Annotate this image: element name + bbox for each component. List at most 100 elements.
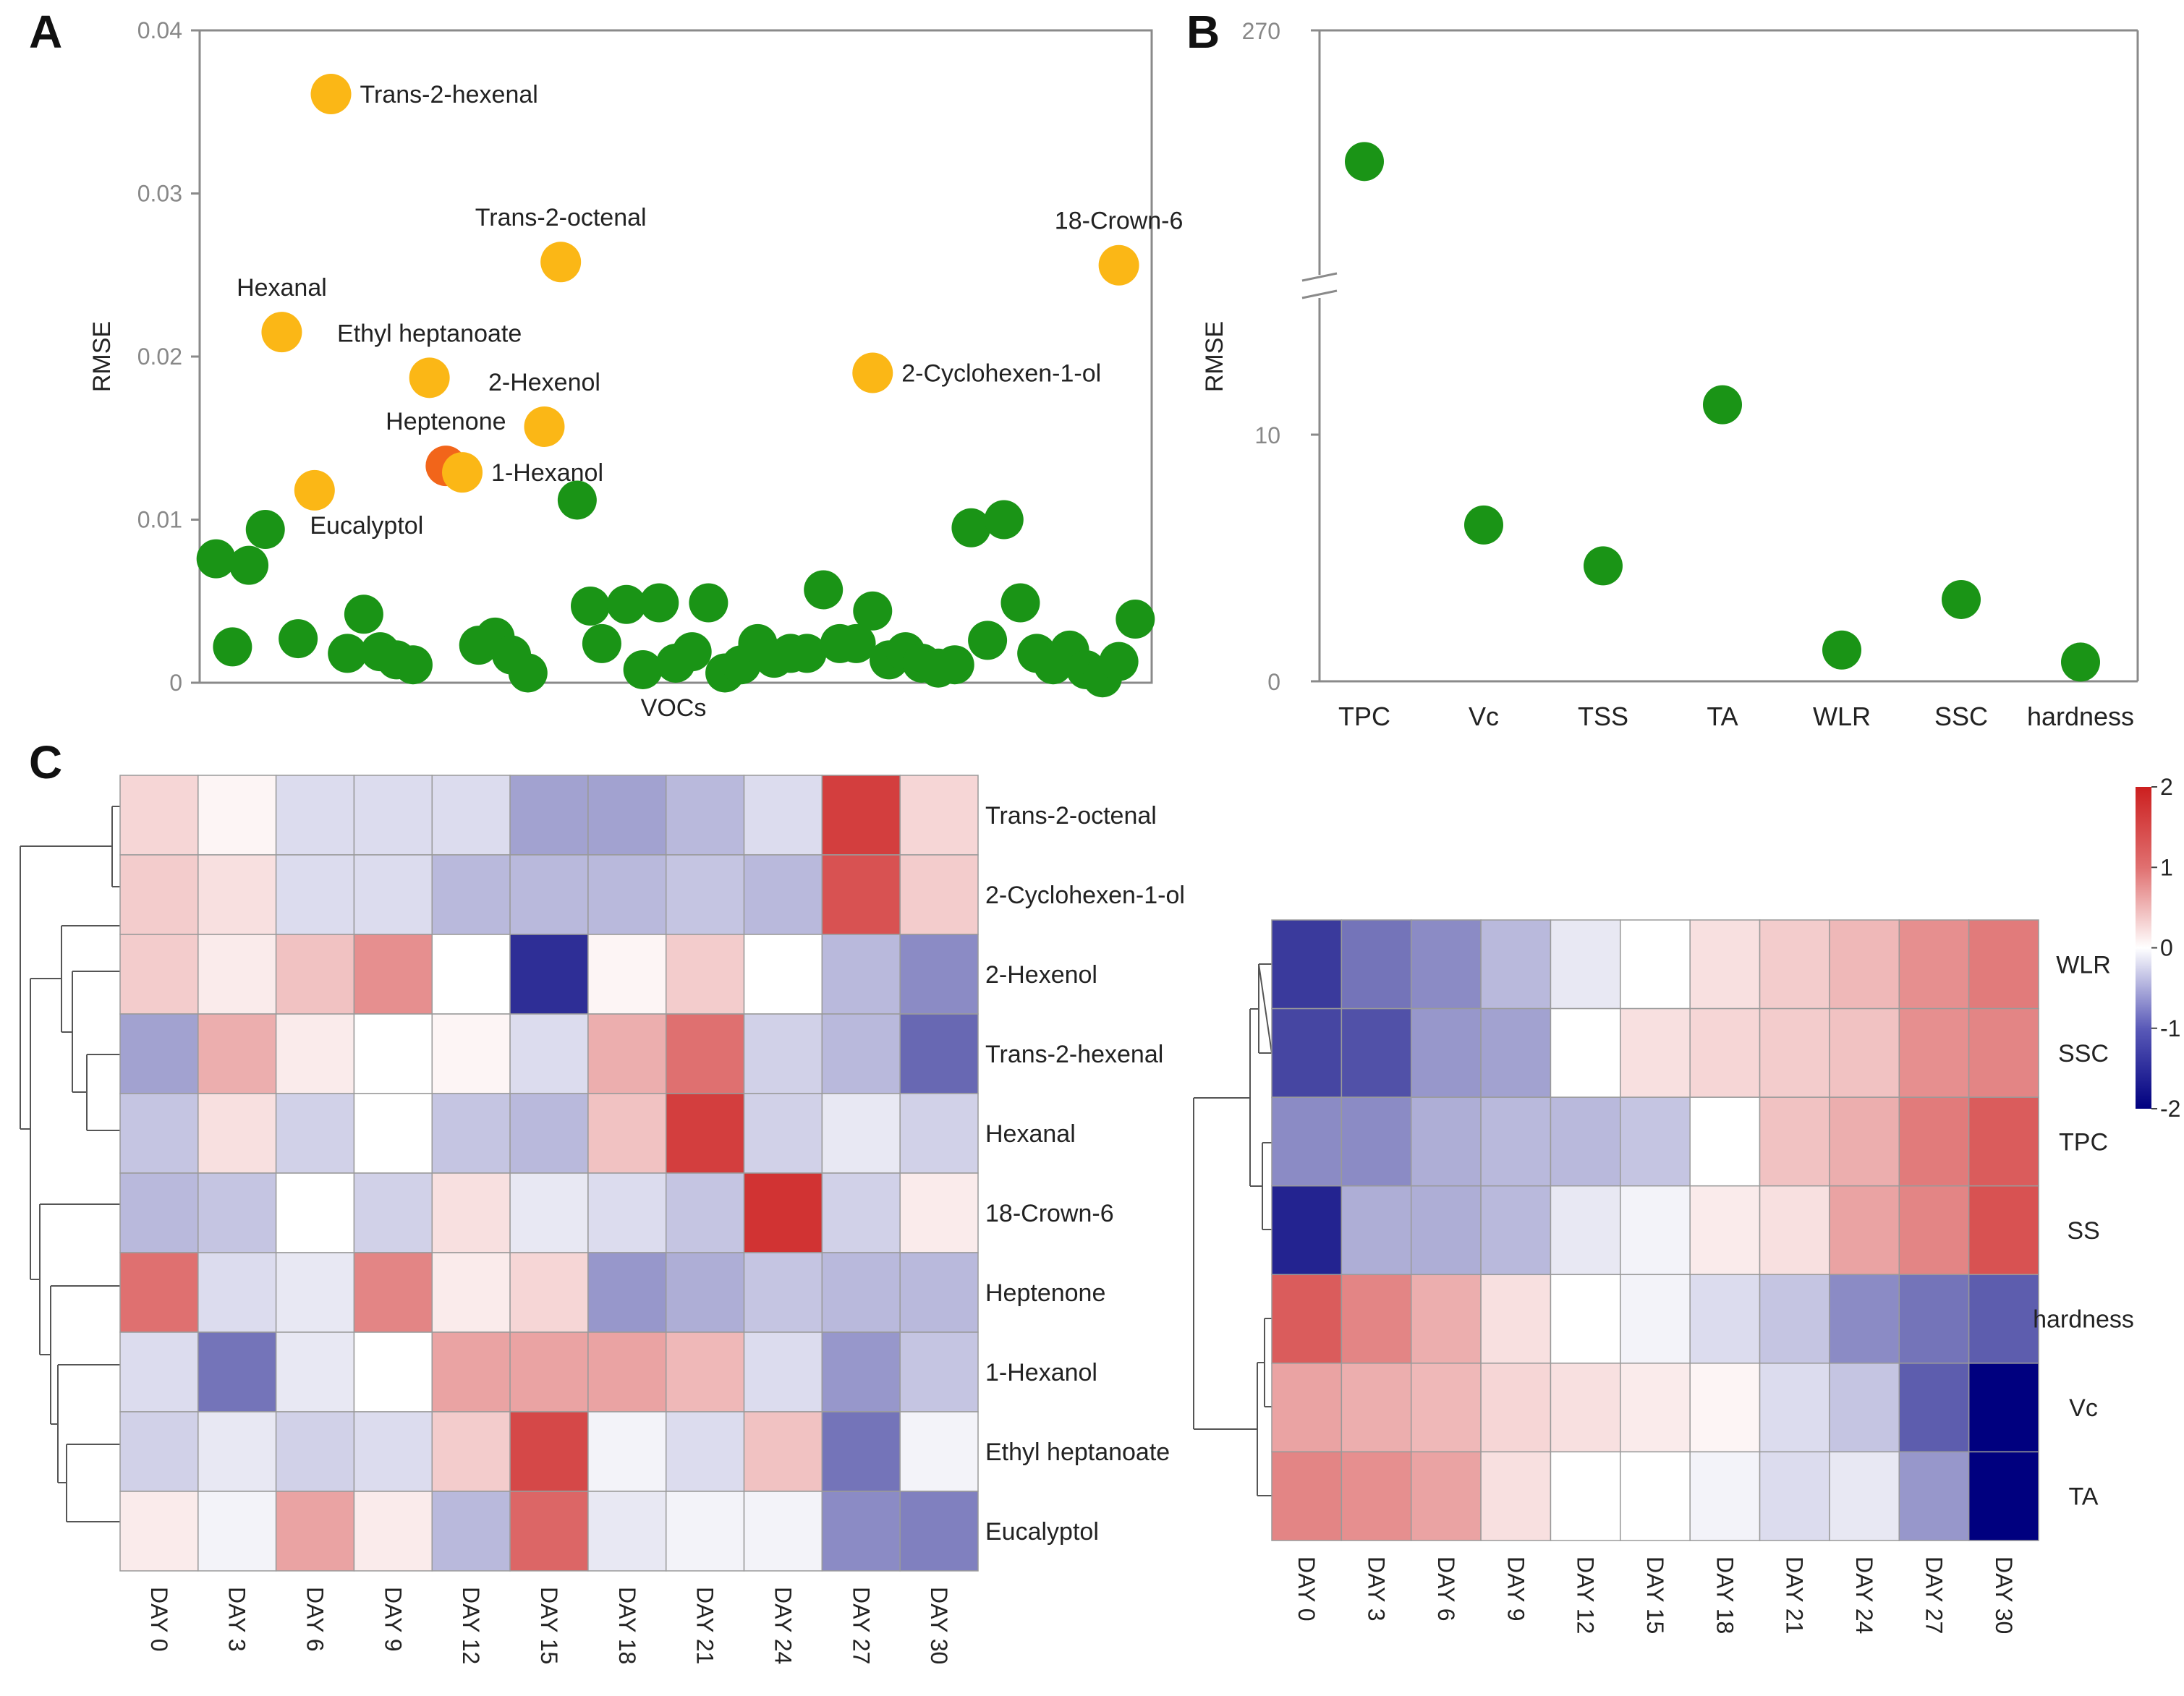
heatmap-row-label: TPC (2059, 1128, 2108, 1156)
heatmap-cell (431, 934, 511, 1015)
heatmap-cell (197, 1411, 277, 1492)
heatmap-cell (1550, 1007, 1621, 1098)
heatmap-cell (1410, 1451, 1482, 1541)
voc-point (951, 508, 991, 547)
heatmap-cell (1480, 1185, 1552, 1276)
heatmap-cell (1550, 1451, 1621, 1541)
panel-b-break-mark-1 (1301, 272, 1338, 282)
heatmap-cell (899, 775, 979, 856)
heatmap-cell (353, 1331, 433, 1412)
heatmap-row-label: 18-Crown-6 (985, 1200, 1114, 1227)
heatmap-cell (119, 934, 199, 1015)
colorbar-tick-label: 1 (2160, 854, 2173, 880)
heatmap-cell (119, 1172, 199, 1253)
left-heatmap-col-labels: DAY 0 DAY 3 DAY 6 DAY 9 DAY 12 DAY 15 DAY 18 DA… (146, 1587, 952, 1664)
heatmap-cell (197, 1331, 277, 1412)
heatmap-cell (275, 854, 355, 935)
panel-a-points (196, 73, 1155, 698)
voc-highlight-point (540, 242, 582, 283)
heatmap-cell (1410, 1363, 1482, 1453)
heatmap-cell (743, 775, 823, 856)
colorbar-tick-label: 0 (2160, 935, 2173, 961)
heatmap-cell (509, 775, 589, 856)
heatmap-cell (1550, 919, 1621, 1010)
left-heatmap-row-labels: Trans-2-octenal 2-Cyclohexen-1-ol 2-Hexeno… (985, 802, 1185, 1546)
heatmap-cell (899, 1491, 979, 1572)
heatmap-cell (353, 775, 433, 856)
heatmap-col-label: DAY 24 (1851, 1556, 1877, 1634)
heatmap-row-label: TA (2069, 1483, 2099, 1511)
heatmap-col-label: DAY 18 (1712, 1556, 1738, 1634)
panel-b-categories: TPC Vc TSS TA WLR SSC hardness (1338, 702, 2134, 731)
heatmap-cell (1271, 1185, 1343, 1276)
heatmap-cell (743, 1093, 823, 1174)
heatmap-cell (821, 1013, 901, 1094)
heatmap-cell (665, 854, 745, 935)
heatmap-cell (587, 1331, 667, 1412)
panel-b-scatter: RMSE 270 10 0 TPC Vc TSS TA WLR SSC hardness (1201, 18, 2139, 731)
heatmap-cell (1829, 1007, 1900, 1098)
voc-point (508, 653, 548, 693)
heatmap-col-label: DAY 12 (458, 1587, 484, 1664)
heatmap-cell (1410, 1007, 1482, 1098)
colorbar-ticks: 2 1 0 -1 -2 (2151, 774, 2180, 1122)
heatmap-row-label: Heptenone (985, 1279, 1105, 1307)
heatmap-cell (119, 1331, 199, 1412)
heatmap-cell (353, 1093, 433, 1174)
heatmap-cell (119, 1013, 199, 1094)
heatmap-cell (1620, 1096, 1691, 1187)
heatmap-cell (353, 1172, 433, 1253)
right-row-dendrogram (1193, 963, 1272, 1496)
heatmap-col-label: DAY 21 (1782, 1556, 1808, 1634)
heatmap-cell (743, 854, 823, 935)
quality-category-label: SSC (1934, 702, 1988, 731)
heatmap-cell (1480, 1363, 1552, 1453)
heatmap-cell (1759, 1274, 1830, 1364)
right-heatmap (1271, 919, 2039, 1541)
heatmap-cell (1968, 1451, 2039, 1541)
voc-point (393, 645, 433, 685)
colorbar-tick-label: 2 (2160, 774, 2173, 800)
heatmap-cell (431, 1093, 511, 1174)
voc-point-label: Eucalyptol (310, 512, 423, 540)
voc-point (606, 584, 646, 624)
quality-point (1584, 546, 1623, 586)
voc-highlight-point (310, 73, 352, 114)
quality-point (1942, 579, 1981, 619)
heatmap-cell (1689, 1451, 1761, 1541)
heatmap-row-label: 2-Hexenol (985, 961, 1097, 989)
heatmap-cell (1829, 1363, 1900, 1453)
quality-category-label: TA (1707, 702, 1738, 731)
heatmap-cell (1340, 919, 1412, 1010)
heatmap-cell (1620, 1007, 1691, 1098)
heatmap-cell (353, 1411, 433, 1492)
quality-point (1464, 505, 1503, 545)
panel-a-frame (198, 29, 1153, 684)
heatmap-cell (197, 1172, 277, 1253)
quality-category-label: WLR (1813, 702, 1871, 731)
voc-point (836, 623, 876, 663)
voc-highlight-point (261, 312, 302, 353)
heatmap-cell (821, 1252, 901, 1333)
heatmap-col-label: DAY 0 (1293, 1556, 1320, 1622)
heatmap-row-label: SS (2067, 1217, 2099, 1245)
heatmap-cell (431, 1013, 511, 1094)
voc-point (689, 583, 728, 623)
heatmap-col-label: DAY 0 (146, 1587, 172, 1652)
panel-b-points (1345, 142, 2100, 682)
quality-category-label: Vc (1469, 702, 1499, 731)
heatmap-cell (665, 1491, 745, 1572)
voc-point (1116, 600, 1155, 639)
heatmap-cell (119, 1491, 199, 1572)
heatmap-cell (743, 934, 823, 1015)
heatmap-cell (1340, 1185, 1412, 1276)
colorbar-tick-label: -2 (2160, 1096, 2180, 1122)
right-heatmap-row-labels: WLR SSC TPC SS hardness Vc TA (2033, 951, 2134, 1510)
voc-highlight-point (524, 406, 565, 447)
heatmap-cell (1340, 1096, 1412, 1187)
heatmap-col-label: DAY 18 (614, 1587, 640, 1664)
heatmap-col-label: DAY 9 (380, 1587, 406, 1652)
panel-a-ytick-label: 0 (169, 670, 182, 696)
heatmap-col-label: DAY 3 (224, 1587, 250, 1652)
